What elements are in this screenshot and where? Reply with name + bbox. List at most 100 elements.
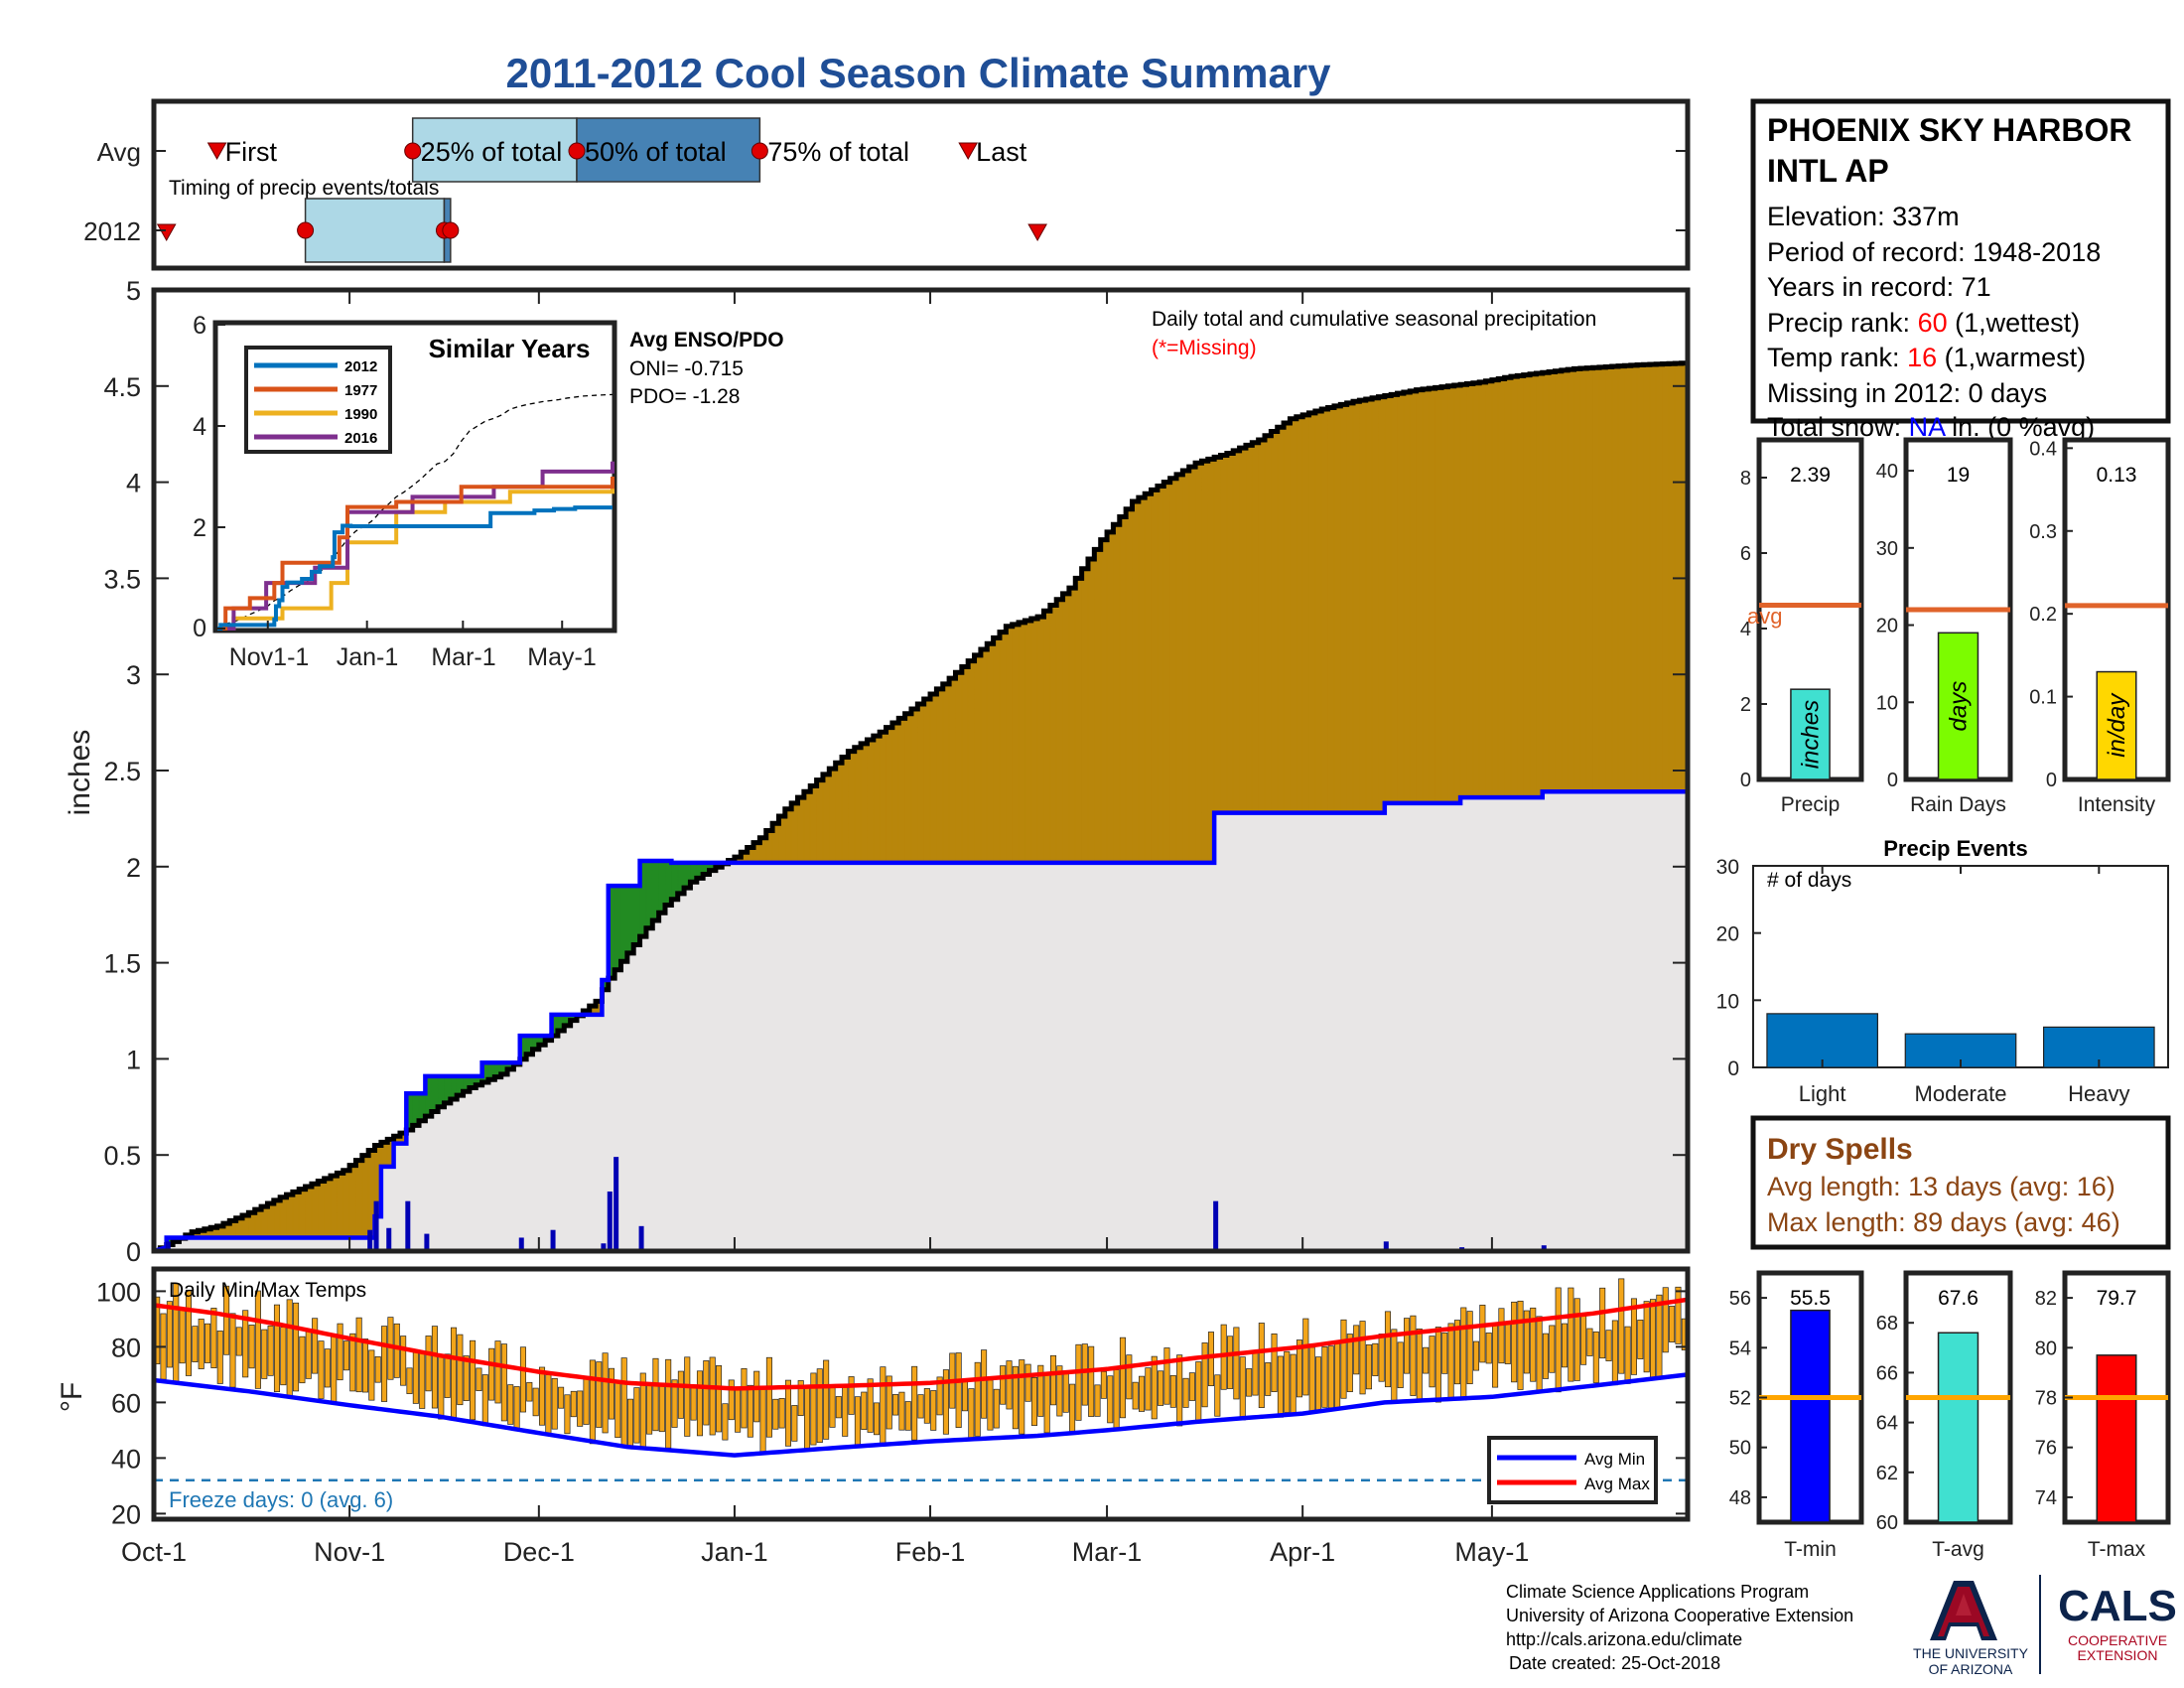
avg-min-line [153, 1372, 1689, 1458]
precip-ytick-label: 4 [126, 469, 141, 498]
daily-temp-bar [1271, 1333, 1278, 1392]
avg-last-marker [958, 142, 979, 161]
x-label-rain_days: Rain Days [1910, 793, 2006, 816]
daily-temp-bar [1088, 1345, 1095, 1417]
ytick-label-intensity: 0.2 [2029, 604, 2057, 626]
daily-temp-bar [564, 1394, 571, 1435]
daily-temp-bar [1536, 1316, 1543, 1391]
missing-text: Missing in 2012: 0 days [1767, 378, 2047, 408]
daily-temp-bar [261, 1329, 268, 1379]
station-name-line2: INTL AP [1767, 153, 1889, 189]
period-text: Period of record: 1948-2018 [1767, 237, 2101, 267]
panel-tavg: 60 62 64 66 68 67.6 T-avg [1876, 1270, 2013, 1561]
daily-temp-bar [797, 1380, 804, 1416]
daily-temp-bar [892, 1394, 899, 1416]
ytick-label-precip: 2 [1740, 694, 1751, 716]
avg-75pct-label: 75% of total [767, 137, 909, 167]
avg-max-line [153, 1297, 1689, 1391]
bar-tmin [1790, 1309, 1831, 1523]
daily-temp-bar [842, 1383, 849, 1437]
daily-temp-bar [318, 1340, 325, 1399]
temp-rank-prefix: Temp rank: [1767, 343, 1907, 372]
daily-temp-bar [1410, 1315, 1417, 1396]
ytick-label-rain_days: 10 [1876, 692, 1898, 714]
daily-temp-bar [942, 1369, 949, 1435]
temp-legend-frame [1487, 1436, 1658, 1504]
daily-temp-bar [293, 1302, 300, 1392]
snow-suffix: in. (0 %avg) [1945, 412, 2096, 442]
precip-legend-line2: (*=Missing) [1152, 337, 1257, 359]
daily-temp-bar [374, 1356, 381, 1383]
daily-temp-bar [1618, 1278, 1625, 1374]
daily-temp-bar [1561, 1323, 1569, 1368]
bar-intensity [2096, 670, 2137, 780]
daily-temp-bar [1315, 1356, 1322, 1412]
cals-sub-1: COOPERATIVE [2068, 1632, 2167, 1648]
precip-panel: 0 0.5 1 1.5 2 2.5 3 3.5 4 4.5 5 inches Daily total… [64, 276, 1691, 1267]
daily-temp-bar [1378, 1334, 1385, 1382]
daily-temp-bar [1113, 1369, 1120, 1431]
daily-temp-bar [1675, 1286, 1682, 1344]
daily-temp-bar [1530, 1307, 1537, 1382]
value-label-precip: 2.39 [1790, 464, 1831, 487]
daily-temp-bar [1650, 1299, 1657, 1378]
daily-temp-bar [192, 1326, 199, 1362]
daily-temp-bar [627, 1398, 634, 1448]
daily-temp-bar [1037, 1364, 1044, 1417]
footer-line-4: Date created: 25-Oct-2018 [1509, 1653, 1720, 1673]
daily-temp-bar [709, 1356, 716, 1436]
temp-frame [151, 1266, 1691, 1522]
daily-temp-bar [368, 1349, 375, 1401]
daily-temp-bar [1100, 1370, 1107, 1399]
daily-temp-bar [747, 1384, 753, 1438]
daily-temp-bar [1176, 1354, 1183, 1427]
daily-precip-bar [518, 1237, 524, 1251]
daily-temp-bar [1094, 1384, 1101, 1417]
unit-label-rain_days: days [1946, 681, 1973, 732]
daily-temp-bar [911, 1365, 918, 1441]
temp-summary-panels: 48 50 52 54 56 55.5 T-min 60 62 64 66 68 67.6 T-avg 74… [1729, 1270, 2171, 1561]
elevation-text: Elevation: 337m [1767, 202, 1960, 231]
daily-temp-bar [1611, 1320, 1618, 1386]
daily-temp-bar [665, 1358, 672, 1449]
daily-precip-bar [367, 1229, 373, 1251]
daily-temp-bar [1397, 1341, 1404, 1389]
daily-precip-bar [165, 1241, 171, 1251]
y2012-q1-box [304, 198, 446, 263]
daily-temp-bar [620, 1357, 627, 1447]
daily-temp-bar [823, 1359, 830, 1440]
daily-temp-bar [1517, 1300, 1524, 1390]
daily-temp-bar [1404, 1318, 1411, 1374]
daily-temp-bar [1384, 1311, 1392, 1388]
daily-temp-bar [1460, 1307, 1467, 1401]
daily-temp-bar [1107, 1375, 1114, 1424]
daily-temp-bar [886, 1375, 892, 1430]
temp-ytick-label: 100 [96, 1277, 141, 1307]
inset-legend-label-2012: 2012 [344, 358, 377, 375]
daily-temp-bar [438, 1356, 445, 1420]
events-plot-area: 0 10 20 30 Light Moderate Heavy [1716, 856, 2169, 1106]
avg-q1-box [411, 117, 578, 183]
daily-temp-bar [677, 1370, 684, 1419]
daily-temp-bar [470, 1339, 477, 1421]
ua-logo-text-1: THE UNIVERSITY [1913, 1645, 2029, 1661]
daily-temp-bar [1643, 1301, 1650, 1373]
inset-title: Similar Years [429, 334, 591, 363]
daily-temp-bar [1472, 1340, 1480, 1371]
x-tick-label: May-1 [1454, 1537, 1529, 1567]
inset-legend-label-1990: 1990 [344, 406, 377, 423]
daily-temp-bar [759, 1388, 766, 1455]
ytick-label-precip: 0 [1740, 770, 1751, 791]
daily-temp-bar [545, 1374, 552, 1436]
precip-ytick-label: 3 [126, 660, 141, 690]
daily-temp-bar [198, 1319, 205, 1369]
daily-temp-bar [1069, 1383, 1076, 1433]
daily-temp-bar [1214, 1374, 1221, 1417]
timeline-row-2012: 2012 [83, 216, 141, 246]
ytick-label-tavg: 60 [1876, 1512, 1898, 1534]
events-ylabel: # of days [1767, 869, 1851, 892]
bar-tavg [1937, 1332, 1979, 1523]
daily-temp-bar [633, 1387, 640, 1444]
daily-temp-bar [1434, 1327, 1441, 1403]
footer-line-3: http://cals.arizona.edu/climate [1506, 1629, 1742, 1649]
